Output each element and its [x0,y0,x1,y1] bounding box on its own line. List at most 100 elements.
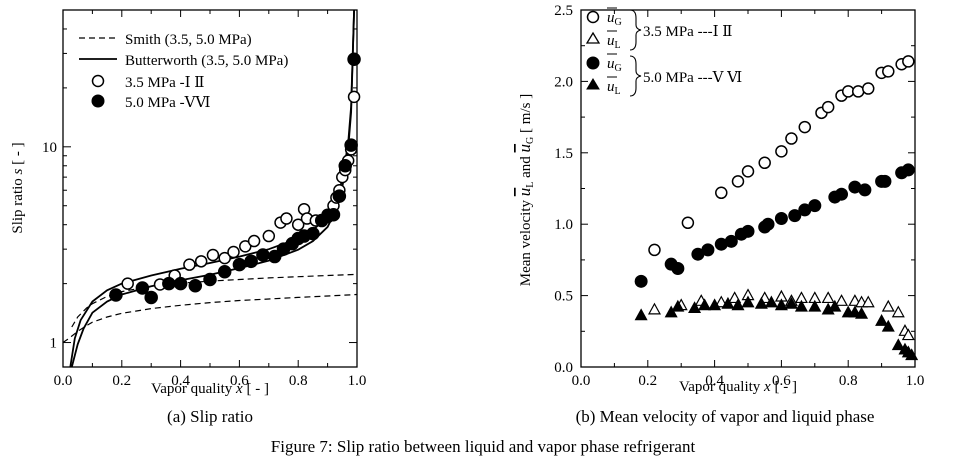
x-tick-label: 0.4 [705,373,724,389]
data-point-35mpa [206,248,220,262]
x-tick-label: 0.4 [171,373,190,389]
data-point-35mpa [347,90,361,104]
x-tick-label: 0.0 [572,373,591,389]
data-point-ul-50mpa [688,301,702,314]
data-point-50mpa [162,276,176,291]
data-point-ug-35mpa [648,243,661,257]
x-tick-label: 1.0 [348,373,367,389]
panel-b-caption: (b) Mean velocity of vapor and liquid ph… [576,407,875,426]
data-point-ug-50mpa [634,274,648,288]
y-tick-label: 2.0 [554,74,573,90]
data-point-50mpa [173,276,188,291]
legend-ul-50mpa-marker [586,78,600,90]
x-tick-label: 0.2 [638,373,657,389]
data-point-ul-50mpa [754,296,768,309]
data-point-ug-50mpa [724,234,738,248]
data-point-ug-35mpa [902,55,915,68]
data-point-ug-50mpa [808,199,822,213]
data-point-35mpa [227,245,240,259]
y-tick-label: 0.0 [554,360,573,376]
x-tick-label: 0.8 [839,373,858,389]
legend-ul-35mpa-label: uL [607,33,621,51]
data-point-ug-35mpa [798,120,812,134]
data-point-ug-50mpa [774,211,788,225]
data-point-ul-35mpa [821,291,835,304]
legend-ug-35mpa-marker [586,10,600,24]
data-point-ul-50mpa [741,295,755,308]
data-point-ul-50mpa [881,319,895,332]
data-point-ul-50mpa [664,305,678,318]
data-point-ul-35mpa [891,305,905,318]
panel-a-points [109,52,361,305]
data-point-50mpa [188,279,203,293]
data-point-ug-50mpa [835,187,849,201]
brace-icon [629,55,642,97]
legend-35mpa-label: 3.5 MPa -Ⅰ Ⅱ [125,75,204,91]
panel-b-points [634,55,919,361]
data-point-ug-50mpa [701,243,715,257]
smith-curve [62,293,358,343]
data-point-35mpa [183,258,196,271]
legend-35mpa-marker [91,74,105,88]
panel-b-legend: uG uL 3.5 MPa ---Ⅰ Ⅱ uG uL 5.0 MPa ---Ⅴ … [585,7,742,97]
panel-a-caption: (a) Slip ratio [167,407,253,426]
data-point-ul-50mpa [764,295,778,308]
data-point-35mpa [218,251,231,265]
data-point-ug-35mpa [715,186,728,200]
legend-ug-35mpa-label: uG [607,10,622,28]
figure-caption: Figure 7: Slip ratio between liquid and … [271,437,696,456]
legend-ul-50mpa-label: uL [607,79,621,97]
data-point-ul-50mpa [794,299,808,312]
data-point-ul-50mpa [891,338,905,351]
brace-icon [629,9,642,51]
x-tick-label: 0.2 [112,373,131,389]
data-point-ug-50mpa [741,224,755,238]
legend-ul-35mpa-marker [585,31,601,44]
data-point-ul-50mpa [808,299,822,312]
data-point-ul-50mpa [828,299,842,312]
x-tick-label: 0.6 [230,373,249,389]
data-point-35mpa [280,212,293,225]
legend-50mpa-marker [91,94,105,108]
y-tick-label: 10 [42,140,57,156]
data-point-50mpa [338,159,352,173]
legend-group-50mpa-label: 5.0 MPa ---Ⅴ Ⅵ [643,70,742,86]
data-point-35mpa [239,240,252,253]
x-tick-label: 0.0 [54,373,73,389]
data-point-35mpa [291,218,305,231]
y-tick-label: 1.5 [554,146,573,162]
data-point-ug-35mpa [882,65,895,78]
data-point-ul-50mpa [721,296,735,309]
data-point-50mpa [256,248,270,262]
data-point-ul-50mpa [784,296,798,309]
data-point-35mpa [262,229,276,243]
data-point-ug-50mpa [901,163,915,177]
data-point-50mpa [217,264,232,279]
y-tick-label: 1 [50,336,58,352]
data-point-ul-35mpa [881,299,895,312]
data-point-ul-35mpa [835,294,849,306]
panel-b-ticks: 0.0 0.2 0.4 0.6 0.8 1.0 0.0 0.5 1.0 1.5 2.0 2.5 [554,3,924,389]
data-point-ul-50mpa [698,298,712,311]
data-point-ug-35mpa [785,132,798,145]
data-point-ul-35mpa [647,302,661,315]
data-point-50mpa [344,138,358,152]
data-point-ug-50mpa [858,183,872,197]
data-point-ug-50mpa [878,174,892,188]
data-point-ul-50mpa [905,348,919,361]
data-point-ug-35mpa [731,175,745,188]
data-point-50mpa [347,52,361,67]
legend-ug-50mpa-marker [586,56,600,70]
panel-a-ylabel: Slip ratio s [ - ] [10,142,26,233]
data-point-ug-35mpa [775,145,788,158]
panel-a-xlabel: Vapor quality x [ - ] [151,381,269,397]
data-point-50mpa [326,207,341,222]
data-point-ul-50mpa [774,298,788,311]
data-point-ul-50mpa [671,299,685,312]
y-tick-label: 0.5 [554,289,573,305]
data-point-ug-35mpa [821,100,835,114]
data-point-ul-50mpa [708,298,722,311]
x-tick-label: 1.0 [906,373,925,389]
data-point-ul-35mpa [861,295,875,308]
